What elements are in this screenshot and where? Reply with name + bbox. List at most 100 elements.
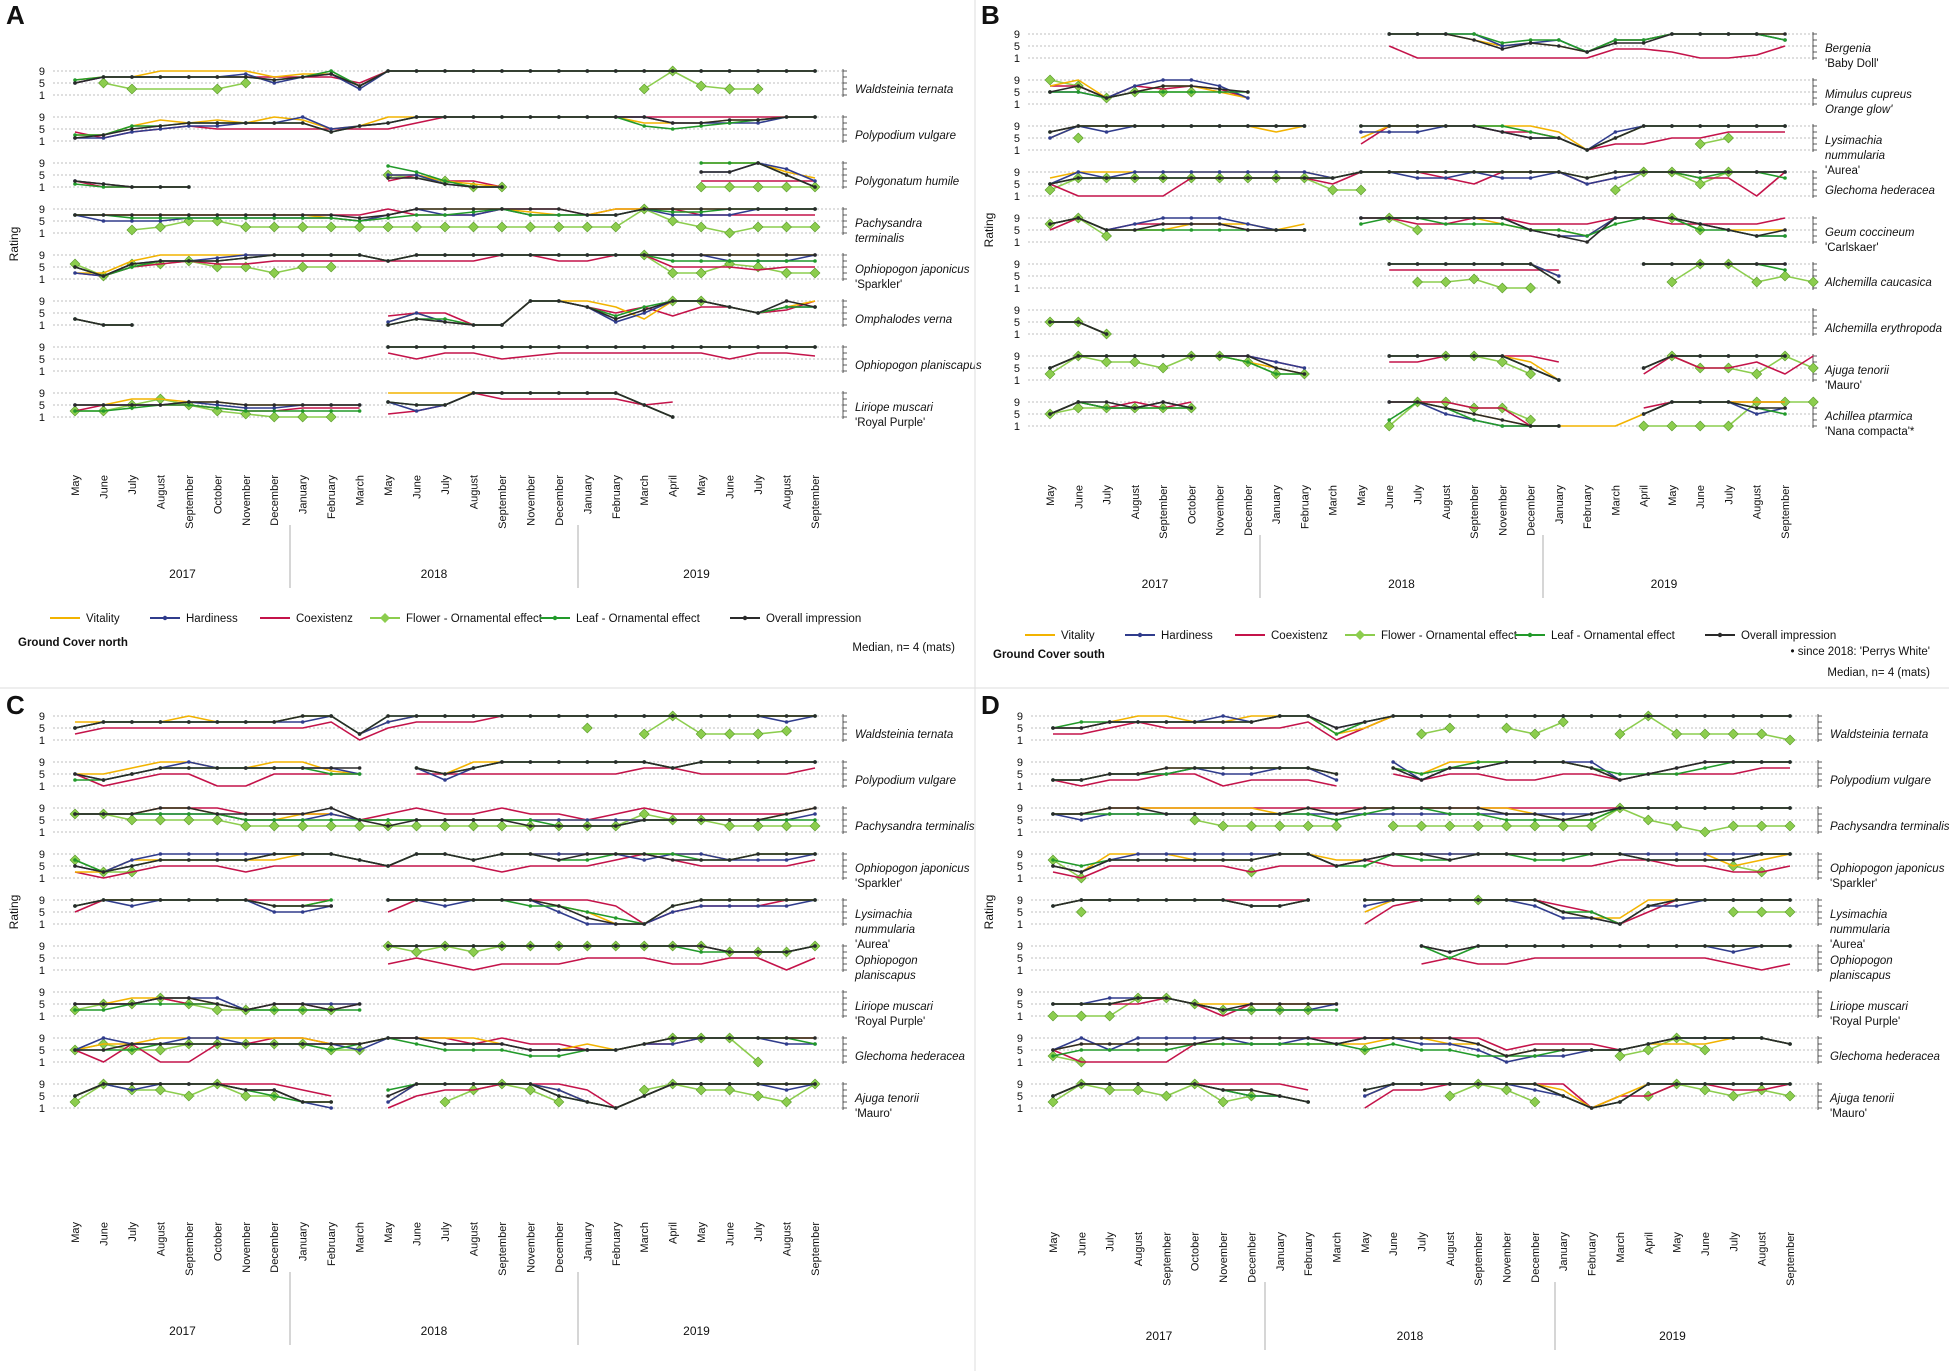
legend-label: Vitality <box>86 613 120 625</box>
marker-O <box>1334 1042 1339 1046</box>
marker-O <box>1415 216 1420 220</box>
flower-marker <box>1104 1084 1116 1096</box>
marker-H <box>1079 1036 1084 1040</box>
marker-O <box>613 1048 618 1052</box>
marker-O <box>1476 806 1480 810</box>
marker-O <box>1104 332 1109 336</box>
x-tick-label: December <box>1243 485 1255 536</box>
marker-H <box>215 996 220 1000</box>
marker-O <box>1557 280 1561 284</box>
x-tick-label: January <box>1554 485 1566 525</box>
marker-H <box>329 812 333 816</box>
flower-marker <box>638 83 650 95</box>
x-tick-label: February <box>1303 1232 1315 1277</box>
x-tick-label: August <box>1133 1232 1145 1266</box>
marker-H <box>1589 760 1594 764</box>
flower-marker <box>1501 1084 1512 1096</box>
marker-O <box>1136 806 1140 810</box>
marker-O <box>215 400 220 404</box>
species-label: Ophiopogon japonicus <box>855 863 970 875</box>
marker-O <box>1504 1054 1509 1058</box>
marker-O <box>500 69 504 73</box>
marker-O <box>471 766 476 770</box>
marker-O <box>215 812 220 816</box>
marker-L <box>329 818 333 822</box>
flower-marker <box>1412 276 1423 288</box>
marker-H <box>187 760 191 764</box>
marker-O <box>642 760 647 764</box>
x-tick-label: July <box>753 475 765 495</box>
marker-L <box>1419 772 1424 776</box>
flower-marker <box>325 221 337 233</box>
marker-O <box>1585 176 1589 180</box>
marker-O <box>1731 858 1736 862</box>
marker-O <box>357 216 362 220</box>
marker-O <box>500 345 504 349</box>
marker-O <box>1277 1094 1282 1098</box>
marker-O <box>1415 32 1420 36</box>
species-label: Ajuga tenorii <box>1824 365 1889 377</box>
marker-O <box>1703 1082 1707 1086</box>
marker-O <box>329 852 333 856</box>
x-tick-label: June <box>98 1222 110 1246</box>
marker-O <box>73 136 77 140</box>
marker-O <box>1703 806 1707 810</box>
marker-O <box>813 69 817 73</box>
marker-O <box>1189 222 1194 226</box>
marker-O <box>1754 170 1759 174</box>
legend-label: Hardiness <box>186 613 238 625</box>
year-label: 2018 <box>1388 577 1415 591</box>
marker-O <box>1589 1106 1594 1110</box>
marker-O <box>1136 772 1140 776</box>
x-tick-label: July <box>1728 1232 1740 1252</box>
marker-O <box>1048 90 1052 94</box>
y-tick-label: 9 <box>1017 711 1023 723</box>
y-tick-label: 5 <box>1017 907 1023 919</box>
series-line-V <box>1052 853 1791 873</box>
marker-O <box>1359 216 1363 220</box>
flower-marker <box>1217 820 1229 832</box>
marker-L <box>1391 1042 1395 1046</box>
marker-L <box>101 185 106 189</box>
marker-O <box>1133 176 1137 180</box>
marker-O <box>1079 1082 1084 1086</box>
marker-L <box>357 772 362 776</box>
marker-O <box>1589 916 1594 920</box>
marker-O <box>1192 1002 1197 1006</box>
marker-H <box>670 1042 675 1046</box>
marker-O <box>158 996 163 1000</box>
marker-O <box>73 1002 77 1006</box>
marker-L <box>1363 1048 1367 1052</box>
x-tick-label: September <box>1780 485 1792 539</box>
marker-O <box>1731 1036 1736 1040</box>
marker-O <box>613 714 618 718</box>
marker-L <box>784 818 789 822</box>
marker-O <box>784 1036 789 1040</box>
marker-O <box>699 858 703 862</box>
series-line-L <box>74 853 815 873</box>
marker-L <box>158 216 163 220</box>
marker-O <box>1674 766 1679 770</box>
series-line-C <box>74 254 815 277</box>
x-tick-label: September <box>1473 1232 1485 1286</box>
marker-O <box>813 345 817 349</box>
marker-L <box>357 219 362 223</box>
marker-O <box>329 1100 333 1104</box>
marker-O <box>1670 354 1674 358</box>
marker-H <box>813 812 817 816</box>
marker-O <box>1500 216 1505 220</box>
marker-L <box>1476 1054 1480 1058</box>
y-tick-label: 9 <box>1014 213 1020 225</box>
marker-O <box>670 944 675 948</box>
flower-marker <box>1440 276 1452 288</box>
marker-L <box>670 259 675 263</box>
flower-marker <box>1472 820 1484 832</box>
marker-O <box>1051 726 1055 730</box>
marker-L <box>1783 234 1787 238</box>
series-line-V <box>1052 899 1309 907</box>
marker-O <box>1164 720 1169 724</box>
marker-O <box>215 898 220 902</box>
marker-O <box>1217 87 1222 91</box>
marker-O <box>443 253 447 257</box>
